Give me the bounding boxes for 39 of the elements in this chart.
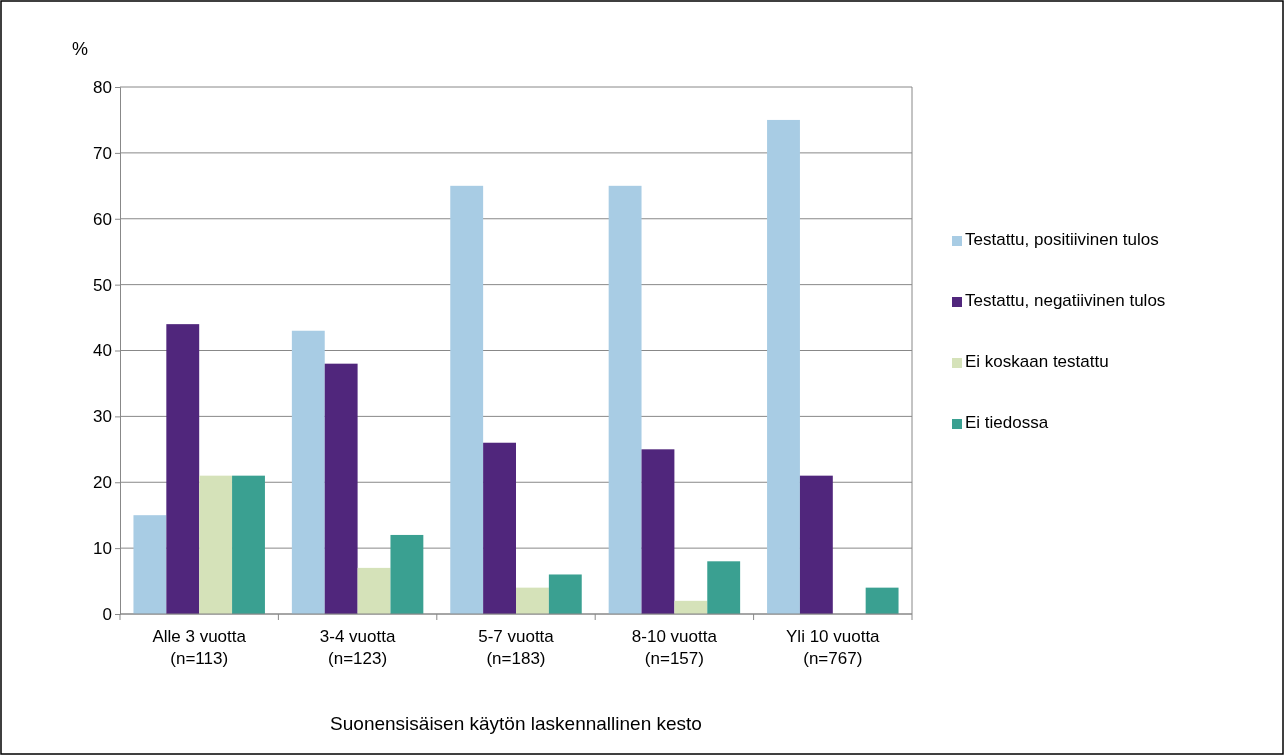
bar: [232, 475, 265, 614]
bar: [674, 600, 708, 614]
y-tick-label: 80: [93, 77, 112, 97]
bar: [357, 567, 391, 614]
y-tick-label: 70: [93, 143, 112, 163]
bar: [608, 185, 642, 614]
legend-label: Testattu, negatiivinen tulos: [965, 291, 1166, 310]
x-tick-label: 8-10 vuotta (n=157): [631, 627, 718, 668]
bar: [450, 185, 484, 614]
y-tick-label: 60: [93, 209, 112, 229]
x-tick-label: 3-4 vuotta (n=123): [319, 627, 396, 668]
legend-label: Testattu, positiivinen tulos: [965, 230, 1159, 249]
bar: [516, 587, 549, 614]
y-tick-label: 0: [102, 604, 112, 624]
bar: [865, 587, 899, 614]
x-tick-label: 5-7 vuotta (n=183): [478, 627, 555, 668]
bar: [767, 119, 800, 614]
bar: [199, 475, 233, 614]
bar: [548, 574, 582, 614]
y-tick-label: 10: [93, 539, 112, 559]
x-tick-label: Alle 3 vuotta (n=113): [152, 627, 247, 668]
bar: [483, 442, 516, 614]
bar: [291, 330, 325, 614]
x-axis-title: Suonensisäisen käytön laskennallinen kesto: [330, 713, 702, 734]
legend-label: Ei tiedossa: [965, 413, 1049, 432]
legend-label: Ei koskaan testattu: [965, 352, 1109, 371]
bar: [133, 515, 167, 614]
y-tick-label: 40: [93, 341, 112, 361]
y-axis-title: %: [72, 39, 89, 59]
bar: [641, 449, 675, 614]
bar: [707, 561, 741, 614]
y-tick-label: 50: [93, 275, 112, 295]
bar: [324, 363, 358, 614]
bar: [390, 534, 424, 614]
y-tick-label: 20: [93, 473, 112, 493]
bar: [799, 475, 833, 614]
y-tick-label: 30: [93, 407, 112, 427]
bar: [166, 324, 200, 614]
x-tick-label: Yli 10 vuotta (n=767): [786, 627, 881, 668]
